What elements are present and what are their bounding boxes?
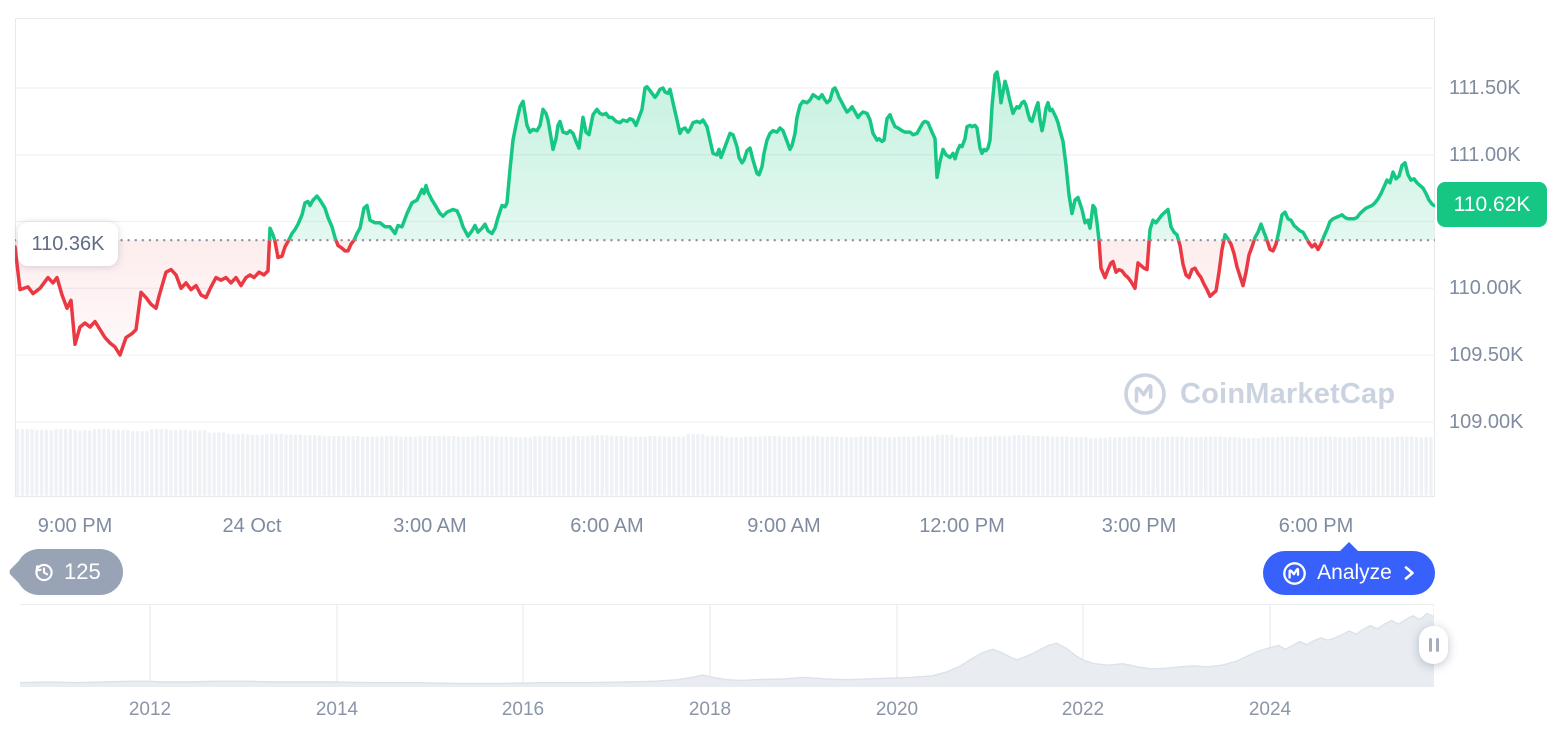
- minimap-year-tick: 2012: [128, 699, 172, 720]
- minimap-year-gridlines: [149, 605, 1434, 687]
- coinmarketcap-logo-icon: [1124, 373, 1166, 415]
- history-count: 125: [64, 559, 101, 584]
- minimap-year-tick: 2020: [875, 699, 919, 720]
- handle-grip-bar: [1428, 638, 1432, 652]
- minimap-year-tick: 2018: [688, 699, 732, 720]
- minimap-year-tick: 2024: [1248, 699, 1292, 720]
- history-count-badge[interactable]: 125: [16, 549, 123, 595]
- history-clock-icon: [35, 563, 53, 581]
- y-axis-tick: 109.00K: [1449, 411, 1524, 433]
- price-chart-svg[interactable]: [15, 18, 1435, 497]
- range-scrub-handle[interactable]: [1419, 626, 1448, 664]
- minimap-area: [20, 613, 1434, 687]
- baseline-price-value: 110.36K: [31, 232, 105, 255]
- coinmarketcap-watermark: CoinMarketCap: [1122, 371, 1395, 417]
- x-axis-tick: 3:00 AM: [393, 515, 467, 537]
- minimap-line: [20, 612, 1434, 685]
- volume-bars: [16, 429, 1433, 496]
- x-axis-tick: 3:00 PM: [1101, 515, 1177, 537]
- price-area-above-baseline: [267, 70, 1435, 241]
- coinmarketcap-logo-icon: [1283, 561, 1306, 585]
- y-axis-tick: 109.50K: [1449, 344, 1524, 366]
- x-axis-tick: 9:00 PM: [37, 515, 113, 537]
- handle-grip-bar: [1435, 638, 1439, 652]
- x-axis-tick: 6:00 AM: [570, 515, 644, 537]
- x-axis-tick: 6:00 PM: [1278, 515, 1354, 537]
- x-axis-tick: 12:00 PM: [919, 515, 1005, 537]
- y-axis-tick: 111.50K: [1449, 77, 1521, 99]
- horizontal-gridlines: [15, 87, 1435, 423]
- timeline-minimap[interactable]: [20, 604, 1434, 687]
- x-axis-tick: 24 Oct: [222, 515, 282, 537]
- baseline-price-label: 110.36K: [18, 222, 118, 266]
- minimap-year-tick: 2014: [315, 699, 359, 720]
- chevron-right-icon: [1404, 566, 1414, 580]
- y-axis-tick: 110.00K: [1449, 277, 1523, 299]
- analyze-label: Analyze: [1317, 561, 1392, 584]
- watermark-text: CoinMarketCap: [1180, 377, 1396, 410]
- analyze-button[interactable]: Analyze: [1263, 542, 1435, 595]
- minimap-year-tick: 2016: [501, 699, 545, 720]
- current-price-value: 110.62K: [1453, 192, 1531, 216]
- price-area-below-baseline: [15, 240, 1434, 357]
- y-axis-tick: 111.00K: [1449, 144, 1521, 166]
- minimap-history-svg[interactable]: [20, 605, 1434, 687]
- x-axis-tick: 9:00 AM: [747, 515, 821, 537]
- minimap-year-tick: 2022: [1061, 699, 1105, 720]
- current-price-badge: 110.62K: [1437, 182, 1547, 227]
